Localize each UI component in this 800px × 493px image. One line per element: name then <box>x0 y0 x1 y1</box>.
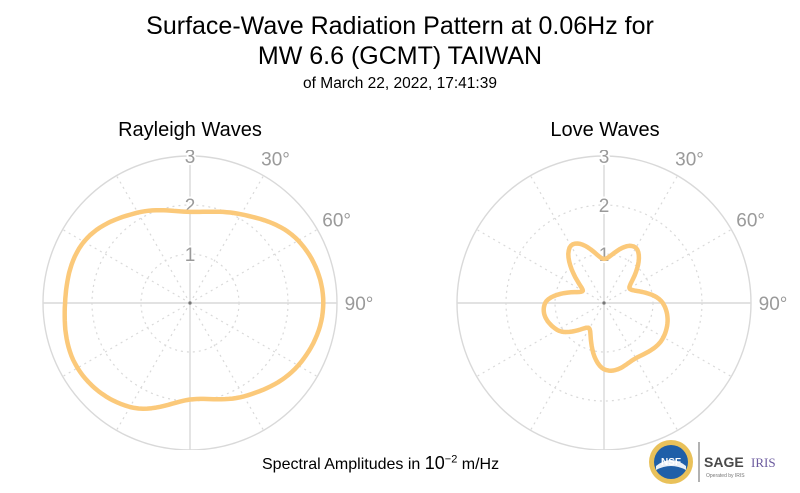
love-panel-title: Love Waves <box>550 119 660 141</box>
rayleigh-spoke-210 <box>115 302 191 431</box>
love-angle-tick-60: 60° <box>736 211 765 232</box>
love-angle-tick-90: 90° <box>759 294 788 315</box>
footer-units: Spectral Amplitudes in 10−2 m/Hz <box>262 453 499 474</box>
love-center-dot <box>602 301 606 305</box>
footer-unit: m/Hz <box>457 456 500 473</box>
rayleigh-spoke-300 <box>62 228 191 304</box>
love-ring-3 <box>456 155 752 450</box>
footer-exponent: −2 <box>444 453 458 466</box>
rayleigh-r-tick-1: 1 <box>185 245 196 266</box>
chart-title-line1: Surface-Wave Radiation Pattern at 0.06Hz… <box>146 12 654 40</box>
rayleigh-spoke-330 <box>115 175 191 304</box>
love-ring-2 <box>505 204 703 402</box>
love-r-tick-3: 3 <box>599 150 610 168</box>
footer-prefix: Spectral Amplitudes in <box>262 456 425 473</box>
love-angle-tick-30: 30° <box>675 150 704 170</box>
chart-subtitle: of March 22, 2022, 17:41:39 <box>303 75 497 92</box>
love-spoke-60 <box>603 228 732 304</box>
love-r-tick-2: 2 <box>599 196 610 217</box>
nsf-logo: NSF <box>649 440 693 484</box>
love-spoke-150 <box>603 302 679 431</box>
love-spoke-240 <box>476 302 605 378</box>
rayleigh-r-tick-3: 3 <box>185 150 196 168</box>
rayleigh-spoke-30 <box>189 175 265 304</box>
love-spoke-120 <box>603 302 732 378</box>
rayleigh-panel-title: Rayleigh Waves <box>118 119 262 141</box>
love-amplitude-curve <box>541 241 670 373</box>
footer-base: 10 <box>424 453 445 473</box>
rayleigh-spoke-120 <box>189 302 318 378</box>
rayleigh-ring-3 <box>42 155 338 450</box>
rayleigh-angle-tick-60: 60° <box>322 211 351 232</box>
love-spoke-300 <box>476 228 605 304</box>
rayleigh-ring-1 <box>140 253 240 353</box>
sponsor-logos: NSF SAGE IRIS Operated by IRIS <box>649 440 776 484</box>
rayleigh-spoke-240 <box>62 302 191 378</box>
sage-logo-text: SAGE <box>704 454 744 470</box>
love-r-tick-1: 1 <box>599 245 610 266</box>
iris-logo-text: IRIS <box>751 455 776 470</box>
love-spoke-210 <box>529 302 605 431</box>
rayleigh-angle-tick-90: 90° <box>345 294 374 315</box>
love-spoke-330 <box>529 175 605 304</box>
rayleigh-center-dot <box>188 301 192 305</box>
love-spoke-30 <box>603 175 679 304</box>
operated-by-text: Operated by IRIS <box>706 473 745 479</box>
rayleigh-spoke-60 <box>189 228 318 304</box>
polar-charts: 123 30°60°90°123 30°60°90° <box>42 150 788 450</box>
chart-title-line2: MW 6.6 (GCMT) TAIWAN <box>257 42 543 70</box>
rayleigh-amplitude-curve <box>62 207 326 411</box>
love-ring-1 <box>554 253 654 353</box>
sage-iris-logo: SAGE IRIS Operated by IRIS <box>704 454 776 479</box>
rayleigh-ring-2 <box>91 204 289 402</box>
rayleigh-angle-tick-30: 30° <box>261 150 290 170</box>
nsf-logo-text: NSF <box>661 457 681 468</box>
rayleigh-spoke-150 <box>189 302 265 431</box>
